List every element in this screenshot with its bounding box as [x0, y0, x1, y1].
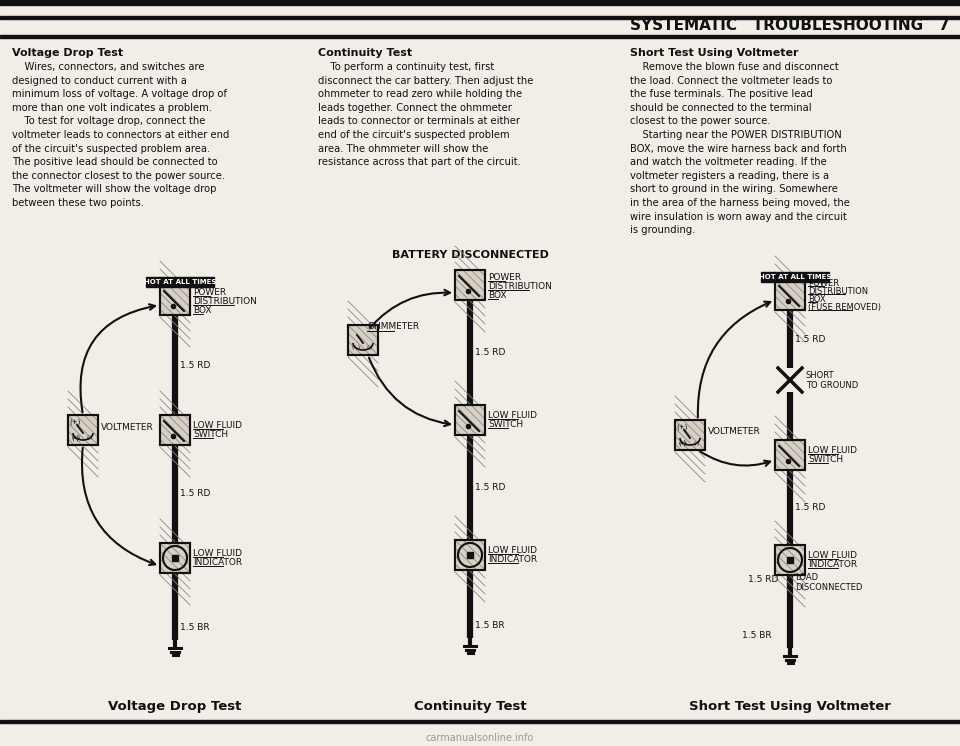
Bar [455, 405, 485, 435]
Text: Voltage Drop Test: Voltage Drop Test [12, 48, 123, 58]
Bar [160, 415, 190, 445]
Text: LOW FLUID: LOW FLUID [488, 546, 537, 555]
Text: LOW FLUID: LOW FLUID [808, 551, 857, 560]
Text: INDICATOR: INDICATOR [808, 560, 857, 569]
Bar [68, 415, 98, 445]
Text: BATTERY DISCONNECTED: BATTERY DISCONNECTED [392, 250, 548, 260]
Text: (+): (+) [351, 345, 361, 351]
Text: BOX: BOX [808, 295, 826, 304]
Text: INDICATOR: INDICATOR [488, 555, 538, 564]
Bar [675, 420, 705, 450]
Bar [775, 440, 805, 470]
Bar [467, 552, 473, 558]
Text: Continuity Test: Continuity Test [414, 700, 526, 713]
Text: (-): (-) [694, 440, 700, 445]
Text: (+): (+) [69, 419, 81, 425]
Text: SHORT: SHORT [806, 371, 834, 380]
Bar [0, 16, 960, 19]
Bar [172, 555, 178, 561]
Text: HOT AT ALL TIMES: HOT AT ALL TIMES [144, 279, 216, 285]
Text: Remove the blown fuse and disconnect
the load. Connect the voltmeter leads to
th: Remove the blown fuse and disconnect the… [630, 62, 850, 235]
Text: Continuity Test: Continuity Test [318, 48, 412, 58]
Bar [455, 540, 485, 570]
Text: 1.5 RD: 1.5 RD [475, 348, 505, 357]
Bar [775, 545, 805, 575]
Text: 1.5 RD: 1.5 RD [795, 334, 826, 343]
Bar [761, 272, 829, 282]
Text: DISTRIBUTION: DISTRIBUTION [488, 282, 552, 291]
Bar [455, 540, 485, 570]
Bar [68, 415, 98, 445]
Text: carmanualsonline.info: carmanualsonline.info [426, 733, 534, 743]
Text: HOT AT ALL TIMES: HOT AT ALL TIMES [758, 274, 831, 280]
Text: (-): (-) [71, 435, 79, 441]
Bar [0, 0, 960, 5]
Bar [775, 280, 805, 310]
Text: (+): (+) [679, 440, 687, 445]
Bar [775, 440, 805, 470]
Text: SWITCH: SWITCH [193, 430, 228, 439]
Text: 1.5 RD: 1.5 RD [475, 483, 505, 492]
Text: (-): (-) [678, 439, 686, 446]
Text: POWER: POWER [488, 273, 521, 282]
Bar [787, 557, 793, 563]
Text: 1.5 RD: 1.5 RD [748, 575, 778, 585]
Text: 1.5 BR: 1.5 BR [742, 632, 772, 641]
Bar [775, 545, 805, 575]
Bar [348, 325, 378, 355]
Text: LOAD: LOAD [795, 574, 818, 583]
Text: TO GROUND: TO GROUND [806, 380, 858, 389]
Bar [160, 543, 190, 573]
Text: (+): (+) [676, 424, 687, 430]
Text: DISTRIBUTION: DISTRIBUTION [193, 297, 257, 306]
Text: LOW FLUID: LOW FLUID [193, 421, 242, 430]
Text: BOX: BOX [193, 306, 211, 315]
Bar [455, 270, 485, 300]
Bar [160, 285, 190, 315]
Text: LOW FLUID: LOW FLUID [193, 549, 242, 558]
Text: POWER: POWER [193, 288, 227, 297]
Text: BOX: BOX [488, 291, 507, 300]
Bar [455, 405, 485, 435]
Text: 1.5 BR: 1.5 BR [475, 621, 505, 630]
Text: SYSTEMATIC   TROUBLESHOOTING   7: SYSTEMATIC TROUBLESHOOTING 7 [631, 19, 950, 34]
Text: SWITCH: SWITCH [488, 420, 523, 429]
Bar [675, 420, 705, 450]
Text: DISCONNECTED: DISCONNECTED [795, 583, 862, 592]
Text: (FUSE REMOVED): (FUSE REMOVED) [808, 303, 881, 312]
Bar [160, 543, 190, 573]
Text: Short Test Using Voltmeter: Short Test Using Voltmeter [630, 48, 799, 58]
Text: INDICATOR: INDICATOR [193, 558, 242, 567]
Text: 1.5 RD: 1.5 RD [180, 489, 210, 498]
Bar [146, 277, 214, 287]
Text: Voltage Drop Test: Voltage Drop Test [108, 700, 242, 713]
Text: VOLTMETER: VOLTMETER [708, 427, 760, 436]
Text: SWITCH: SWITCH [808, 455, 843, 464]
Bar [160, 415, 190, 445]
Bar [160, 285, 190, 315]
Text: POWER: POWER [808, 279, 839, 288]
Text: (+): (+) [71, 436, 81, 440]
Text: LOW FLUID: LOW FLUID [808, 446, 857, 455]
Text: (-): (-) [86, 436, 93, 440]
Text: LOW FLUID: LOW FLUID [488, 411, 537, 420]
Text: To perform a continuity test, first
disconnect the car battery. Then adjust the
: To perform a continuity test, first disc… [318, 62, 534, 167]
Text: Wires, connectors, and switches are
designed to conduct current with a
minimum l: Wires, connectors, and switches are desi… [12, 62, 229, 208]
Text: 1.5 RD: 1.5 RD [795, 503, 826, 512]
Bar [0, 35, 960, 38]
Text: 1.5 BR: 1.5 BR [180, 624, 209, 633]
Text: OHMMETER: OHMMETER [367, 322, 420, 331]
Bar [455, 270, 485, 300]
Text: (-): (-) [367, 345, 373, 351]
Bar [0, 720, 960, 722]
Text: VOLTMETER: VOLTMETER [101, 422, 154, 431]
Bar [348, 325, 378, 355]
Text: 1.5 RD: 1.5 RD [180, 360, 210, 369]
Text: DISTRIBUTION: DISTRIBUTION [808, 287, 868, 296]
Bar [775, 280, 805, 310]
Text: Short Test Using Voltmeter: Short Test Using Voltmeter [689, 700, 891, 713]
